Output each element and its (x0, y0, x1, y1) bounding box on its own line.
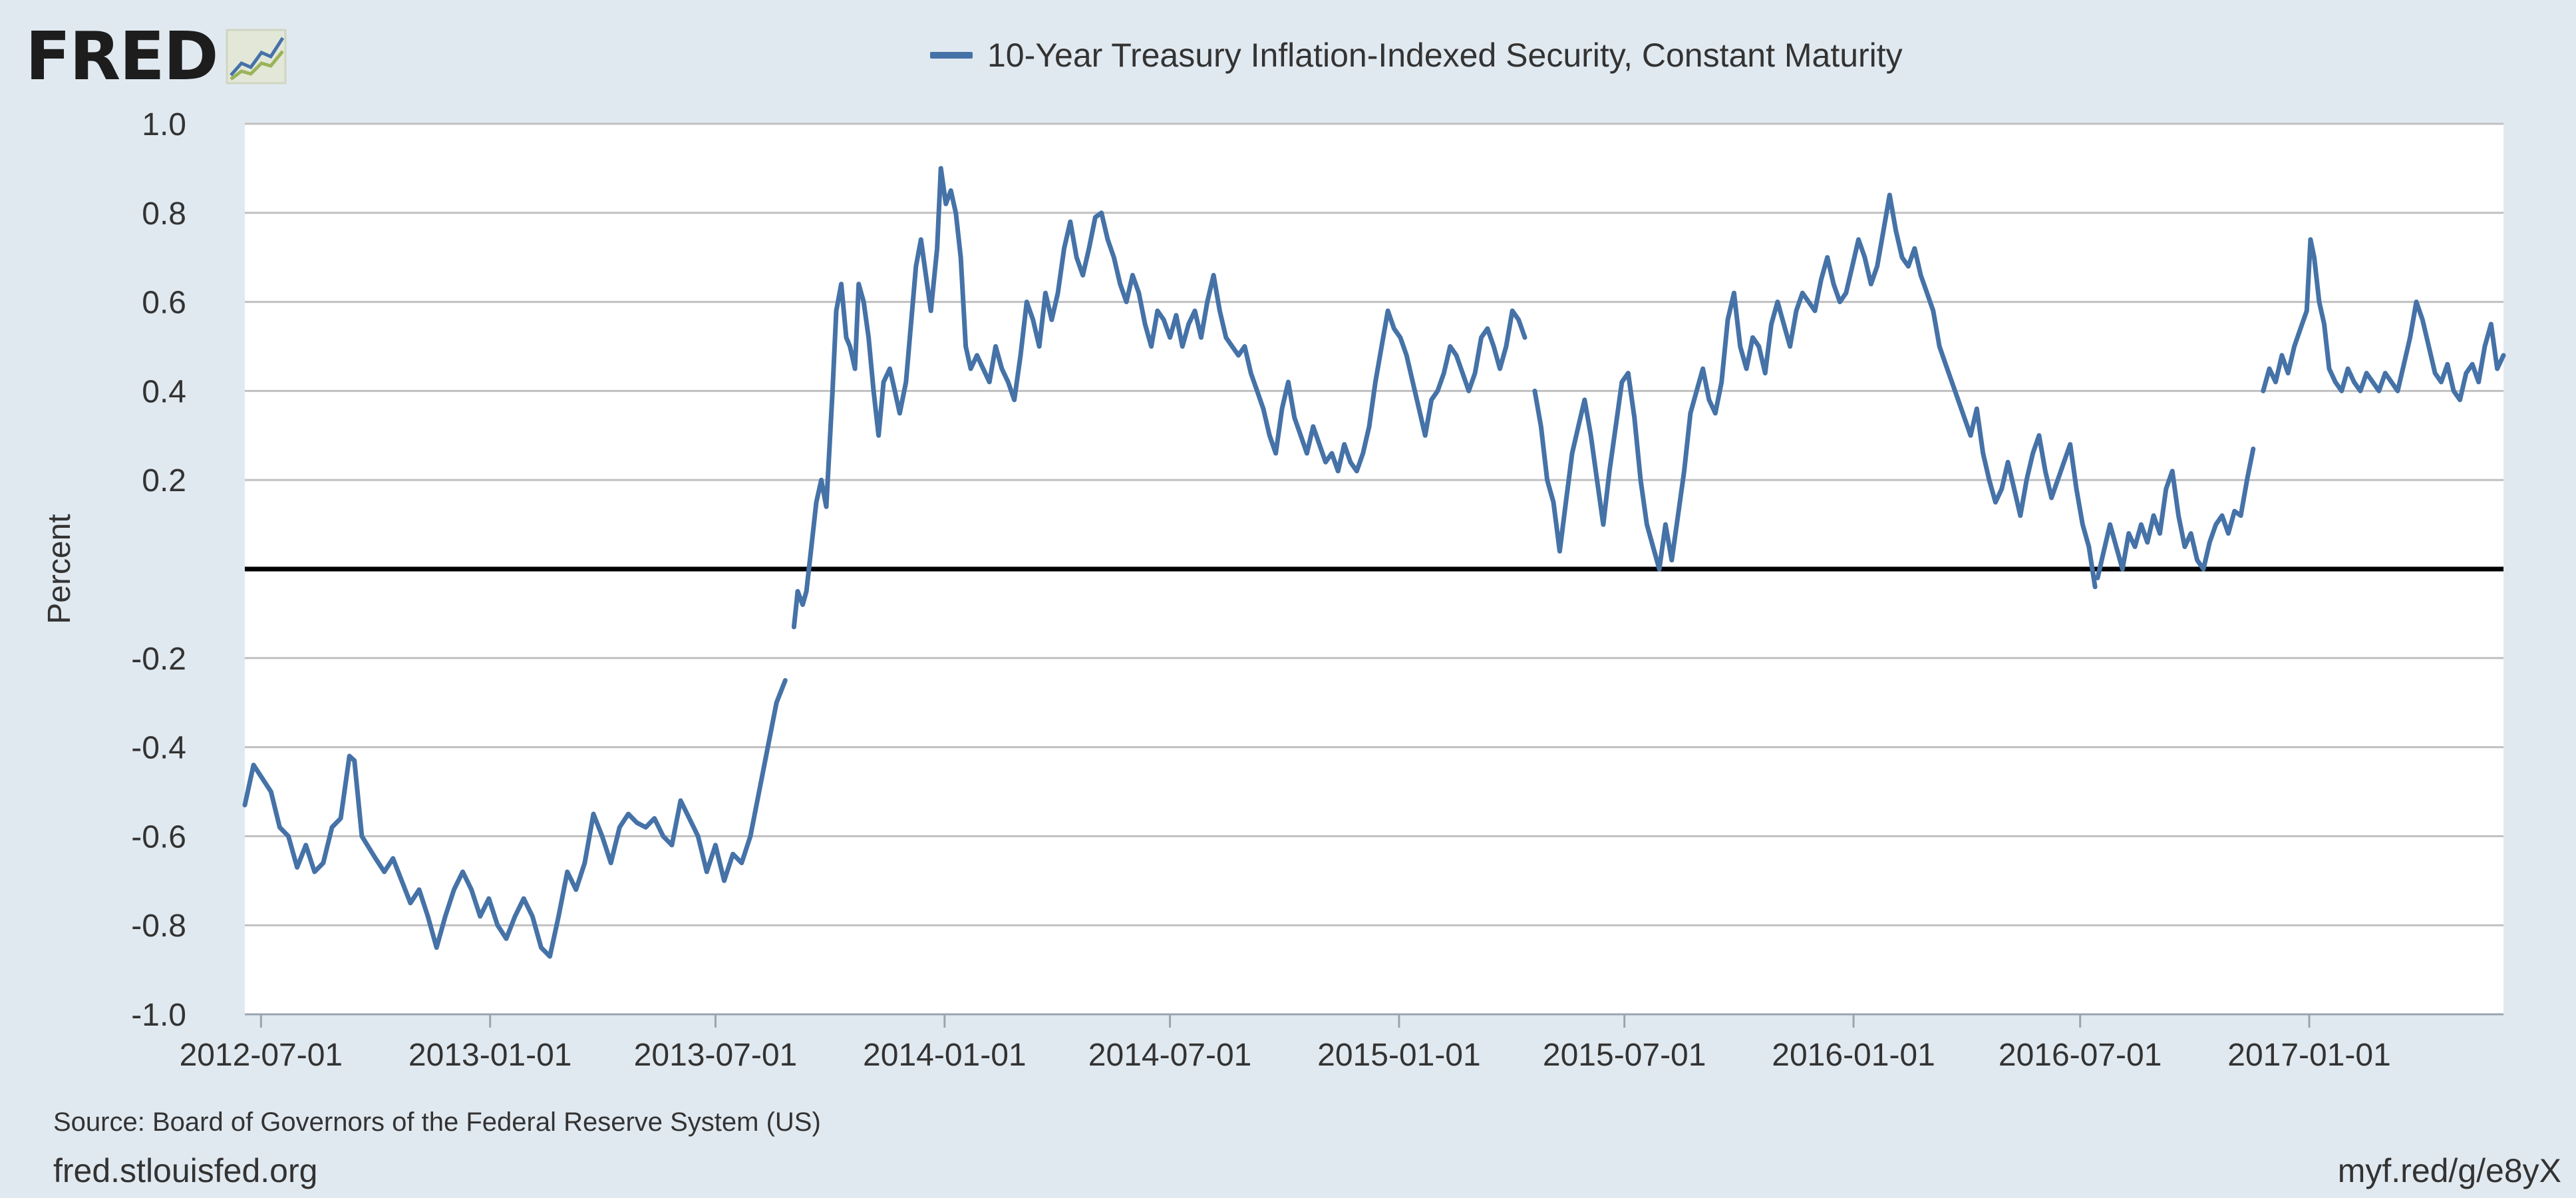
y-tick-label: 0.2 (142, 463, 186, 499)
y-axis-title: Percent (42, 514, 77, 624)
y-tick-label: -1.0 (131, 998, 186, 1033)
x-tick-label: 2013-07-01 (634, 1038, 798, 1073)
fred-logo[interactable]: FRED (25, 20, 287, 93)
legend-swatch (930, 52, 973, 59)
y-tick-label: 0.6 (142, 286, 186, 321)
logo-wordmark: FRED (25, 17, 219, 95)
series-line (2095, 446, 2256, 580)
y-tick-label: -0.2 (131, 642, 186, 677)
y-tick-label: 0.8 (142, 196, 186, 232)
site-link[interactable]: fred.stlouisfed.org (53, 1152, 318, 1189)
y-tick-label: -0.6 (131, 819, 186, 855)
chart-legend: 10-Year Treasury Inflation-Indexed Secur… (930, 32, 1903, 79)
x-tick-label: 2015-07-01 (1543, 1038, 1706, 1073)
y-tick-label: -0.4 (131, 731, 186, 766)
x-tick-label: 2012-07-01 (180, 1038, 343, 1073)
x-tick-label: 2017-01-01 (2227, 1038, 2391, 1073)
series-line (242, 678, 788, 959)
x-tick-label: 2016-07-01 (1999, 1038, 2162, 1073)
series-line (1532, 192, 2098, 590)
x-tick-label: 2013-01-01 (408, 1038, 572, 1073)
x-tick-label: 2014-07-01 (1088, 1038, 1252, 1073)
series-line (2261, 237, 2506, 403)
x-tick-label: 2015-01-01 (1317, 1038, 1481, 1073)
x-tick-label: 2014-01-01 (863, 1038, 1027, 1073)
x-tick-label: 2016-01-01 (1772, 1038, 1935, 1073)
line-chart-icon (226, 29, 287, 85)
short-url-link[interactable]: myf.red/g/e8yX (2337, 1152, 2561, 1189)
y-tick-label: 0.4 (142, 374, 186, 409)
y-tick-label: 1.0 (142, 107, 186, 142)
source-note: Source: Board of Governors of the Federa… (53, 1107, 821, 1137)
y-tick-label: -0.8 (131, 908, 186, 944)
series-line (791, 166, 1528, 630)
legend-label: 10-Year Treasury Inflation-Indexed Secur… (987, 37, 1903, 74)
